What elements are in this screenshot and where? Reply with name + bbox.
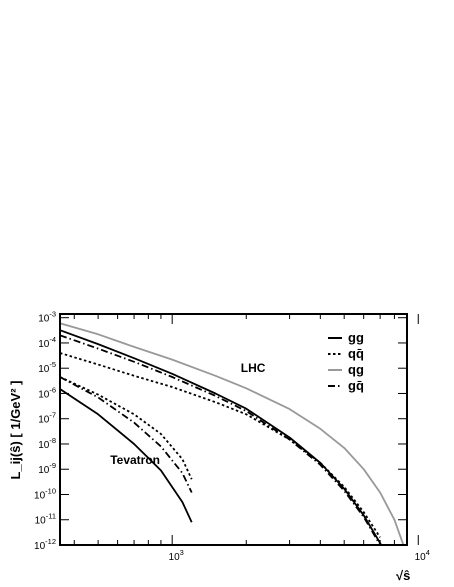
y-axis-label: L_ij(ŝ) [ 1/GeV² ] <box>8 381 23 480</box>
series-lhc-gqbar <box>60 334 381 545</box>
y-tick-label: 10-8 <box>38 436 56 451</box>
y-tick-label: 10-6 <box>38 385 56 400</box>
y-tick-label: 10-9 <box>38 461 56 476</box>
annotations-layer: LHC Tevatron <box>110 361 266 467</box>
x-axis-label: √ŝ <box>396 568 410 583</box>
ticks-layer <box>60 314 419 546</box>
y-tick-label: 10-11 <box>35 512 56 527</box>
y-tick-label: 10-12 <box>34 537 56 552</box>
x-tick-label: 103 <box>169 548 184 563</box>
series-tevatron-gqbar <box>60 376 193 493</box>
plot-frame <box>59 313 408 546</box>
curves-layer <box>60 322 405 545</box>
legend-label-gg: gg <box>348 330 364 345</box>
series-lhc-qg <box>60 322 405 545</box>
series-lhc-qqbar <box>60 352 381 538</box>
annotation-tevatron: Tevatron <box>110 453 160 467</box>
series-tevatron-gg <box>60 388 193 523</box>
y-tick-label: 10-4 <box>38 335 56 350</box>
tick-labels-layer: 10-12 10-11 10-10 10-9 10-8 10-7 10-6 10-5 10-4 1… <box>34 310 430 563</box>
y-tick-label: 10-10 <box>34 486 56 501</box>
annotation-lhc: LHC <box>241 361 266 375</box>
legend-label-qqbar: qq̄ <box>348 346 364 361</box>
y-tick-label: 10-7 <box>38 411 56 426</box>
y-tick-label: 10-3 <box>38 310 56 325</box>
x-tick-label: 104 <box>415 548 430 563</box>
legend-label-gqbar: gq̄ <box>348 378 364 393</box>
legend-label-qg: qg <box>348 362 364 377</box>
y-tick-label: 10-5 <box>38 360 56 375</box>
